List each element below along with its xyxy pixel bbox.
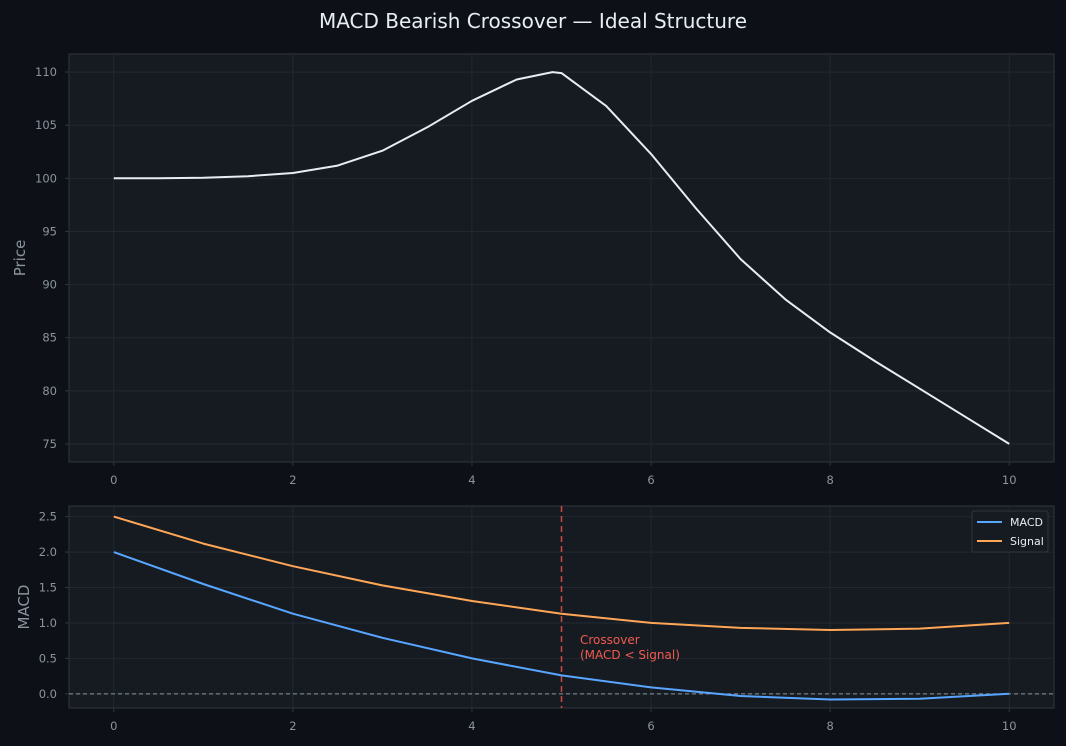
chart-title: MACD Bearish Crossover — Ideal Structure [319,9,747,33]
macd-x-tick-label-3: 6 [647,719,654,733]
price-y-tick-label-4: 95 [42,224,57,238]
macd-y-tick-label-0: 0.0 [39,687,57,701]
legend: MACD Signal [971,510,1049,553]
signal-line [113,515,1010,631]
price-plot-area [68,53,1055,463]
price-x-tick-label-0: 0 [110,473,117,487]
price-x-tick-label-5: 10 [1002,473,1017,487]
crossover-annotation-line1: Crossover [580,633,640,647]
macd-y-tick-label-2: 1.0 [39,616,57,630]
macd-y-axis-label: MACD [15,585,33,630]
macd-x-tick-label-5: 10 [1002,719,1017,733]
price-panel: 0 2 4 6 8 10 75 80 85 90 95 100 105 110 Price [11,53,1055,487]
price-y-tick-label-1: 80 [42,384,57,398]
macd-series [113,515,1010,701]
price-x-tick-label-3: 6 [647,473,654,487]
price-line [113,71,1010,445]
crossover-annotation-line2: (MACD < Signal) [580,648,680,662]
price-x-tick-label-4: 8 [826,473,833,487]
price-grid [69,54,1054,462]
macd-x-tick-label-2: 4 [468,719,475,733]
macd-line [113,551,1010,701]
macd-y-tick-label-5: 2.5 [39,510,57,524]
legend-label-signal: Signal [1010,535,1044,548]
price-y-axis-label: Price [11,240,29,277]
price-x-tick-label-2: 4 [468,473,475,487]
price-x-ticks: 0 2 4 6 8 10 [110,462,1017,487]
macd-y-tick-label-3: 1.5 [39,581,57,595]
price-y-tick-label-2: 85 [42,331,57,345]
price-series [113,71,1010,445]
macd-y-ticks: 0.0 0.5 1.0 1.5 2.0 2.5 [39,510,69,701]
macd-x-tick-label-0: 0 [110,719,117,733]
macd-y-tick-label-4: 2.0 [39,545,57,559]
price-x-tick-label-1: 2 [289,473,296,487]
price-y-tick-label-7: 110 [35,65,57,79]
macd-y-tick-label-1: 0.5 [39,651,57,665]
macd-x-ticks: 0 2 4 6 8 10 [110,708,1017,733]
macd-x-tick-label-4: 8 [826,719,833,733]
macd-x-tick-label-1: 2 [289,719,296,733]
macd-reference-lines [69,506,1054,708]
macd-panel: 0 2 4 6 8 10 0.0 0.5 1.0 1.5 2.0 2.5 MACD Crossove… [15,505,1055,733]
price-y-tick-label-0: 75 [42,437,57,451]
price-y-tick-label-6: 105 [35,118,57,132]
price-y-tick-label-3: 90 [42,278,57,292]
price-y-tick-label-5: 100 [35,171,57,185]
legend-label-macd: MACD [1010,516,1043,529]
price-y-ticks: 75 80 85 90 95 100 105 110 [35,65,69,451]
